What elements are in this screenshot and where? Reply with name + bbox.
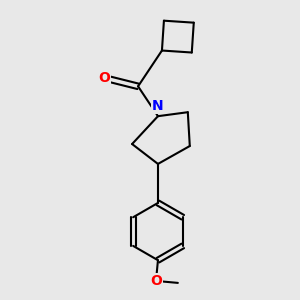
Text: N: N: [152, 99, 164, 113]
Text: O: O: [150, 274, 162, 288]
Text: O: O: [98, 71, 110, 85]
